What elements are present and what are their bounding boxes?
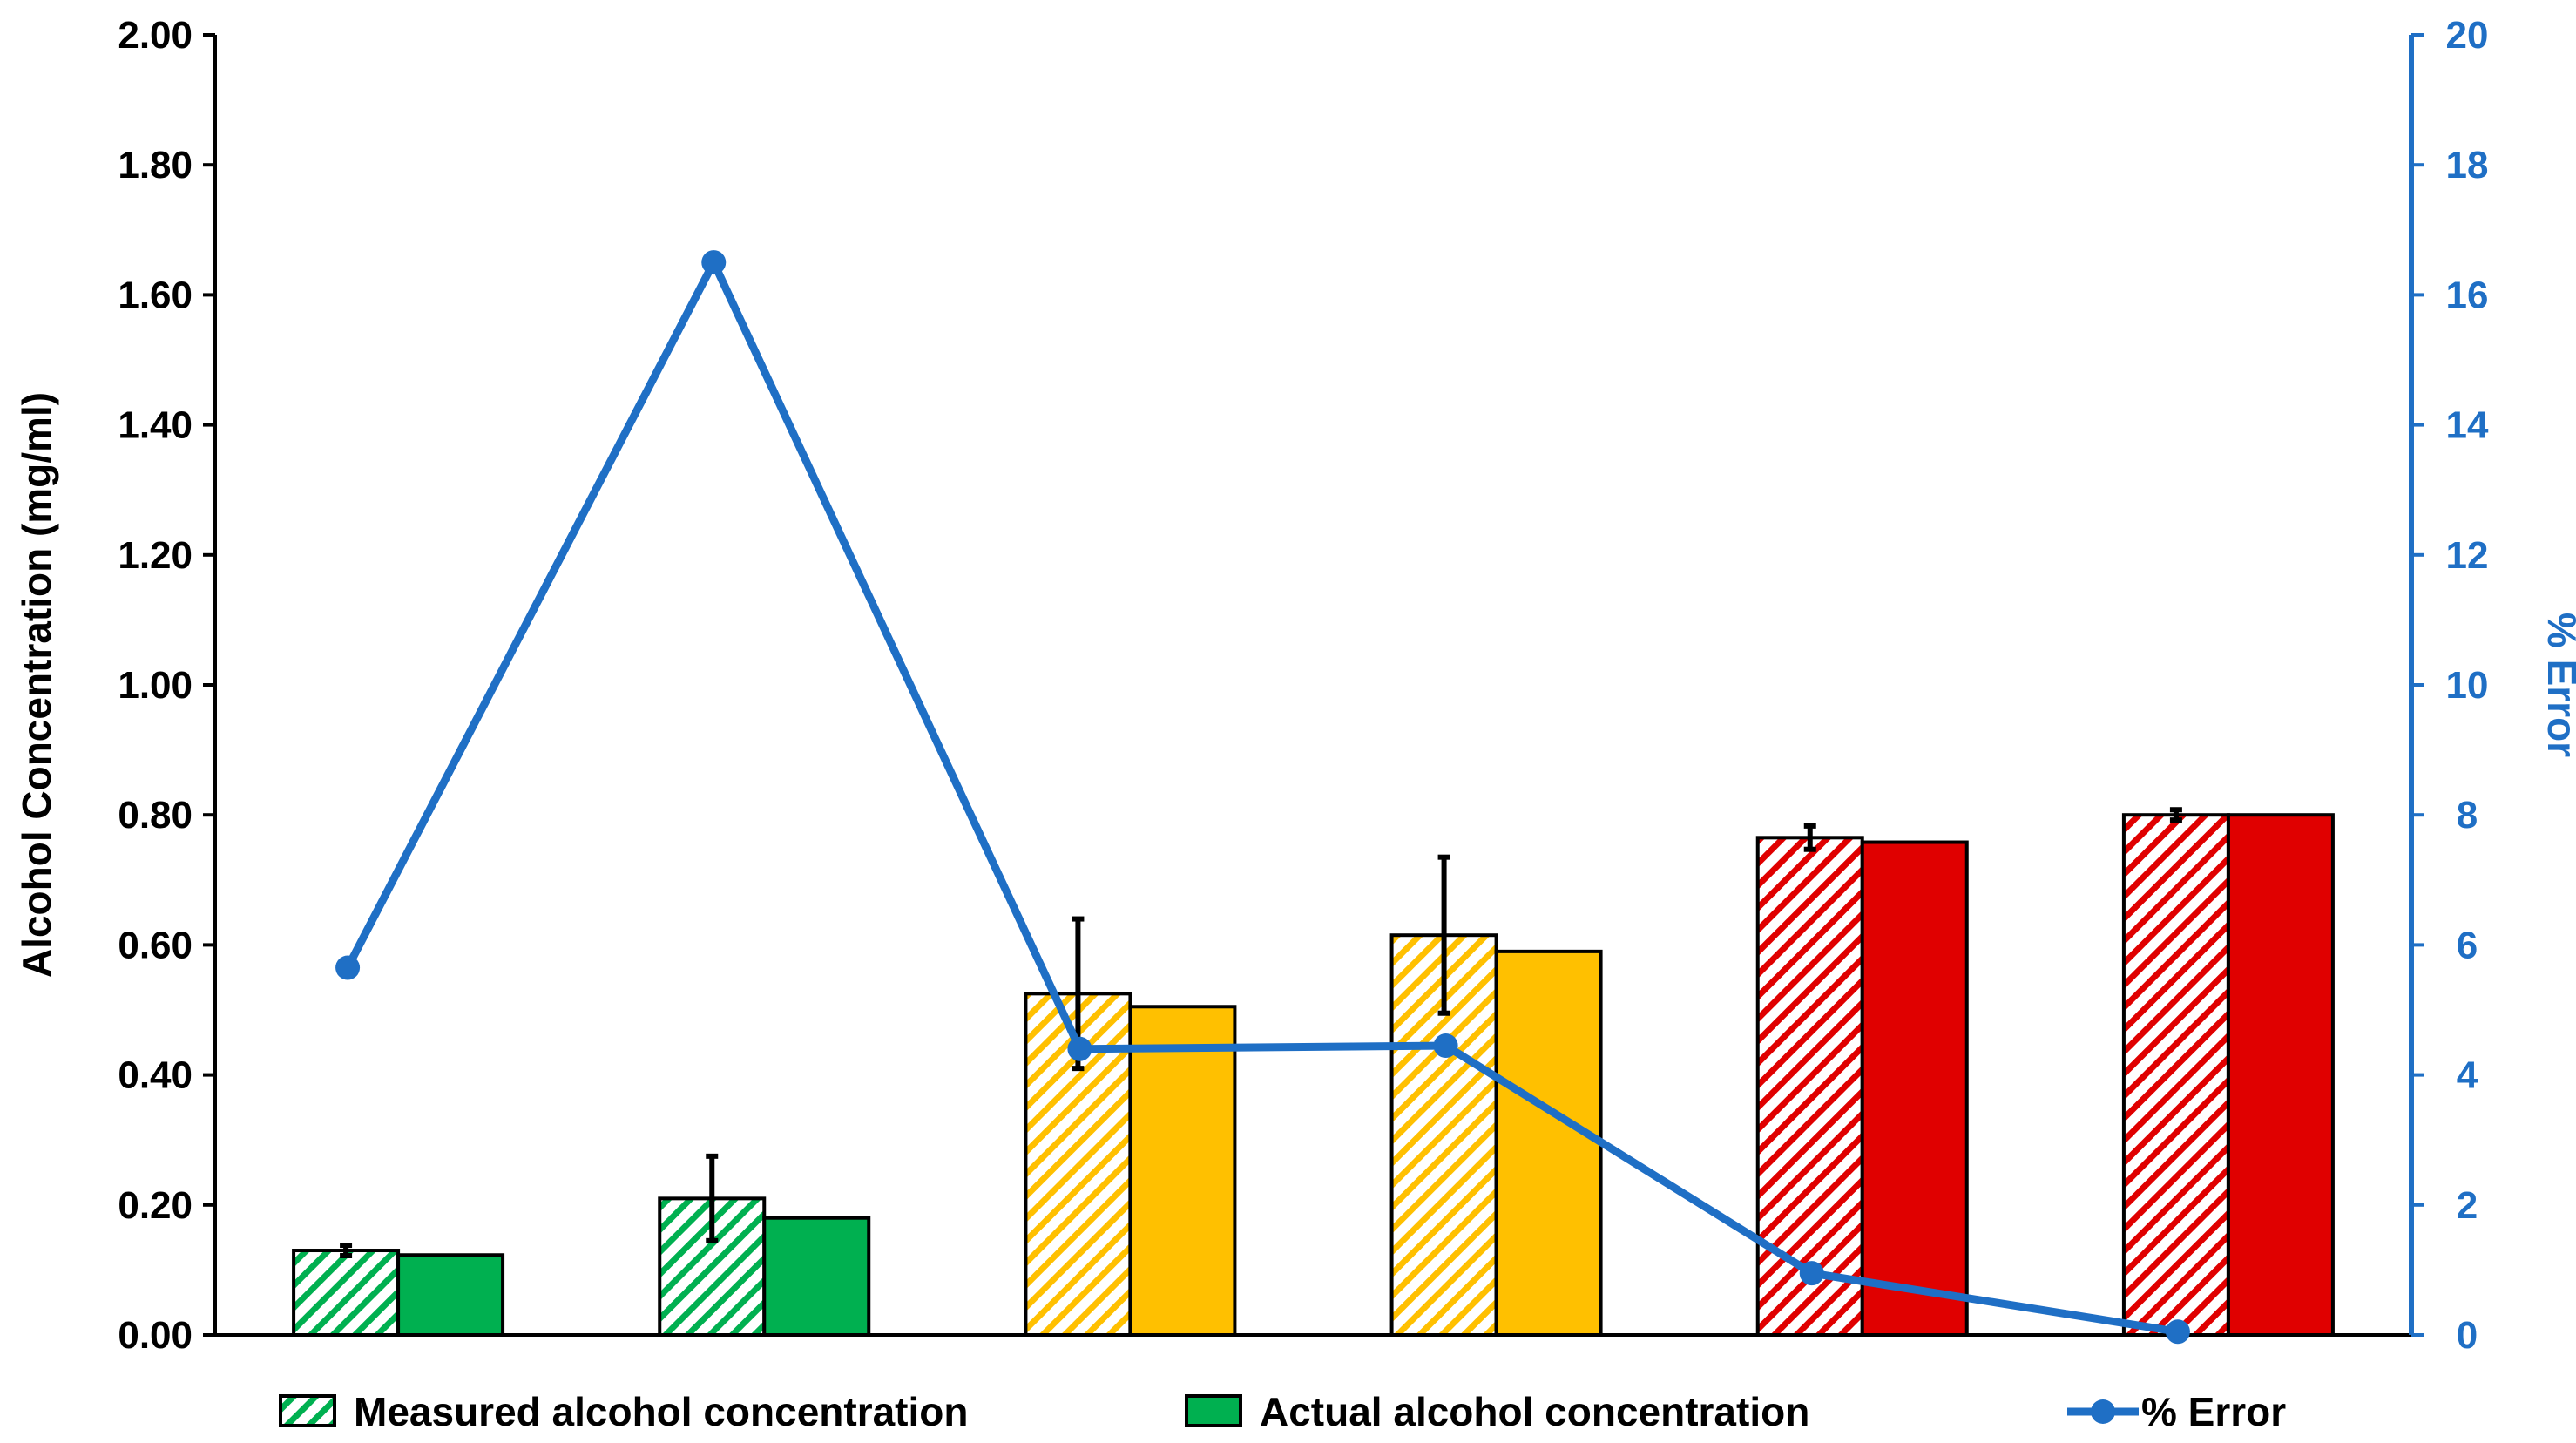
- y2-tick-label-10: 20: [2446, 14, 2489, 57]
- bar-actual-1: [396, 1253, 505, 1337]
- legend-label-error: % Error: [2141, 1389, 2286, 1434]
- y-axis-title: Alcohol Concentration (mg/ml): [14, 392, 59, 978]
- y2-tick-label-1: 2: [2457, 1184, 2478, 1227]
- y2-tick-label-2: 4: [2457, 1054, 2478, 1097]
- bar-actual-3: [1128, 1005, 1237, 1338]
- percent-error-point-3: [1067, 1036, 1092, 1061]
- bar-actual-4: [1494, 949, 1603, 1337]
- legend-swatch-measured: [279, 1394, 336, 1427]
- error-bars-layer: [340, 807, 2182, 1258]
- legend-swatch-actual: [1185, 1394, 1242, 1427]
- y2-tick-label-5: 10: [2446, 664, 2489, 707]
- percent-error-line-layer: [335, 250, 2190, 1345]
- bars-layer: [292, 813, 2335, 1338]
- bar-actual-6: [2226, 813, 2335, 1337]
- y2-tick-label-0: 0: [2457, 1314, 2478, 1357]
- legend-swatch-error-marker: [2091, 1399, 2115, 1424]
- y2-tick-label-8: 16: [2446, 274, 2489, 316]
- y-tick-label-6: 1.20: [118, 534, 193, 577]
- percent-error-point-4: [1433, 1033, 1458, 1059]
- y-tick-label-9: 1.80: [118, 144, 193, 186]
- percent-error-point-2: [701, 250, 727, 275]
- y-tick-label-5: 1.00: [118, 664, 193, 707]
- legend-label-actual: Actual alcohol concentration: [1260, 1389, 1809, 1434]
- y2-tick-label-6: 12: [2446, 534, 2489, 577]
- y-tick-label-2: 0.40: [118, 1054, 193, 1097]
- labels-layer: 0.00 0.20 0.40 0.60 0.80 1.00 1.20 1.40 1.60 1.80…: [14, 14, 2576, 1357]
- y2-tick-label-3: 6: [2457, 924, 2478, 966]
- y-tick-label-0: 0.00: [118, 1314, 193, 1357]
- y2-tick-label-4: 8: [2457, 794, 2478, 837]
- bar-actual-5: [1860, 840, 1969, 1337]
- y-tick-label-10: 2.00: [118, 14, 193, 57]
- legend-label-measured: Measured alcohol concentration: [354, 1389, 968, 1434]
- percent-error-point-6: [2165, 1319, 2190, 1345]
- y2-tick-label-9: 18: [2446, 144, 2489, 186]
- bar-measured-1: [292, 1249, 401, 1338]
- y-tick-label-3: 0.60: [118, 924, 193, 966]
- axes-layer: [203, 33, 2424, 1337]
- y-tick-label-7: 1.40: [118, 404, 193, 447]
- bar-measured-5: [1755, 836, 1864, 1337]
- percent-error-point-1: [335, 955, 361, 980]
- percent-error-line: [344, 258, 2179, 1336]
- y2-axis-title: % Error: [2539, 613, 2576, 757]
- y-tick-label-8: 1.60: [118, 274, 193, 316]
- y2-tick-label-7: 14: [2446, 404, 2489, 447]
- legend: Measured alcohol concentration Actual alc…: [279, 1389, 2286, 1434]
- y-tick-label-1: 0.20: [118, 1184, 193, 1227]
- percent-error-point-5: [1799, 1261, 1824, 1286]
- bar-actual-2: [762, 1216, 871, 1337]
- y-tick-label-4: 0.80: [118, 794, 193, 837]
- bar-measured-6: [2121, 813, 2230, 1337]
